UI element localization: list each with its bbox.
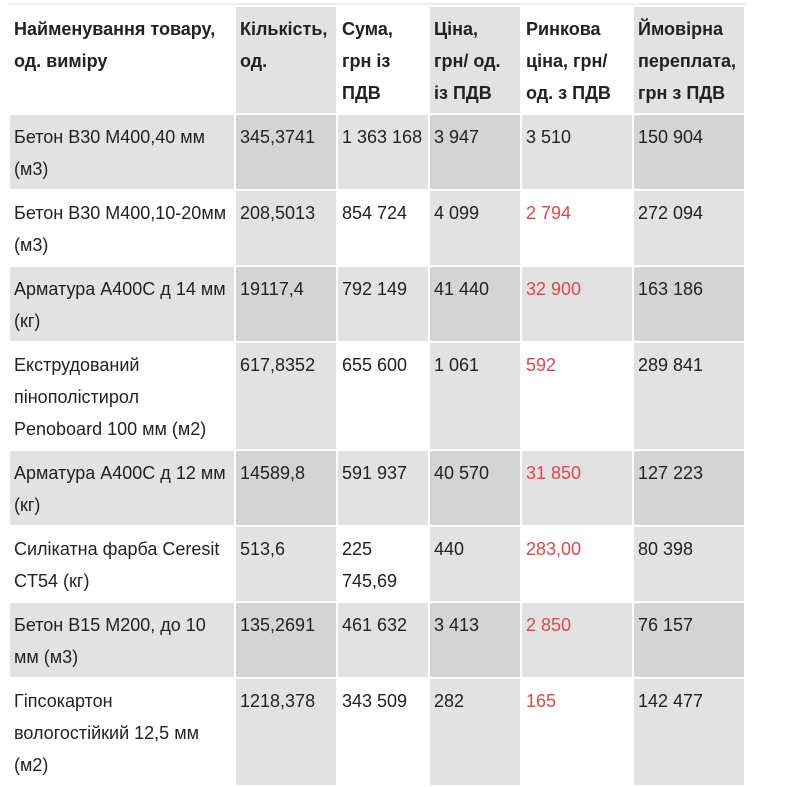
cell-name: Бетон В15 М200, до 10 мм (м3)	[10, 603, 234, 677]
table-row: Бетон В30 М400,10-20мм (м3) 208,5013 854 7…	[10, 191, 744, 265]
cell-name: Арматура А400С д 14 мм (кг)	[10, 267, 234, 341]
cell-market-price: 3 510	[522, 115, 632, 189]
cell-overpayment: 142 477	[634, 679, 744, 785]
table-row: Екструдований пінополістирол Penoboard 1…	[10, 343, 744, 449]
cell-sum: 792 149	[338, 267, 428, 341]
cell-sum: 343 509	[338, 679, 428, 785]
cell-price: 1 061	[430, 343, 520, 449]
header-overpayment: Ймовірна переплата, грн з ПДВ	[634, 7, 744, 113]
cell-sum: 461 632	[338, 603, 428, 677]
header-quantity: Кількість, од.	[236, 7, 336, 113]
header-market-price: Ринкова ціна, грн/ од. з ПДВ	[522, 7, 632, 113]
cell-quantity: 19117,4	[236, 267, 336, 341]
cell-name: Бетон В30 М400,10-20мм (м3)	[10, 191, 234, 265]
cell-sum: 225 745,69	[338, 527, 428, 601]
table-row: Бетон В15 М200, до 10 мм (м3) 135,2691 461…	[10, 603, 744, 677]
cell-name: Бетон В30 М400,40 мм (м3)	[10, 115, 234, 189]
cell-sum: 591 937	[338, 451, 428, 525]
cell-quantity: 617,8352	[236, 343, 336, 449]
cell-sum: 1 363 168	[338, 115, 428, 189]
cell-overpayment: 272 094	[634, 191, 744, 265]
cell-name: Екструдований пінополістирол Penoboard 1…	[10, 343, 234, 449]
cell-market-price: 32 900	[522, 267, 632, 341]
cell-overpayment: 127 223	[634, 451, 744, 525]
cell-market-price: 2 850	[522, 603, 632, 677]
cell-market-price: 31 850	[522, 451, 632, 525]
cell-price: 41 440	[430, 267, 520, 341]
cell-price: 440	[430, 527, 520, 601]
table-row: Арматура А400С д 14 мм (кг) 19117,4 792 14…	[10, 267, 744, 341]
cell-price: 40 570	[430, 451, 520, 525]
cell-quantity: 208,5013	[236, 191, 336, 265]
table-row: Бетон В30 М400,40 мм (м3) 345,3741 1 363 1…	[10, 115, 744, 189]
cell-overpayment: 76 157	[634, 603, 744, 677]
table-row: Гіпсокартон вологостійкий 12,5 мм (м2) 12…	[10, 679, 744, 785]
cell-overpayment: 163 186	[634, 267, 744, 341]
cell-overpayment: 80 398	[634, 527, 744, 601]
cell-overpayment: 150 904	[634, 115, 744, 189]
cell-name: Силікатна фарба Ceresit CT54 (кг)	[10, 527, 234, 601]
cell-market-price: 283,00	[522, 527, 632, 601]
cell-price: 3 947	[430, 115, 520, 189]
cell-sum: 854 724	[338, 191, 428, 265]
header-row: Найменування товару, од. виміру Кількіст…	[10, 7, 744, 113]
cell-price: 282	[430, 679, 520, 785]
table-row: Арматура А400С д 12 мм (кг) 14589,8 591 93…	[10, 451, 744, 525]
cell-quantity: 14589,8	[236, 451, 336, 525]
table-row: Силікатна фарба Ceresit CT54 (кг) 513,6 22…	[10, 527, 744, 601]
cell-name: Арматура А400С д 12 мм (кг)	[10, 451, 234, 525]
cell-market-price: 165	[522, 679, 632, 785]
cell-price: 4 099	[430, 191, 520, 265]
cell-market-price: 592	[522, 343, 632, 449]
header-name: Найменування товару, од. виміру	[10, 7, 234, 113]
cell-price: 3 413	[430, 603, 520, 677]
header-price: Ціна, грн/ од. із ПДВ	[430, 7, 520, 113]
cell-quantity: 135,2691	[236, 603, 336, 677]
header-sum: Сума, грн із ПДВ	[338, 7, 428, 113]
cell-name: Гіпсокартон вологостійкий 12,5 мм (м2)	[10, 679, 234, 785]
overpayment-table: Найменування товару, од. виміру Кількіст…	[8, 3, 746, 787]
cell-quantity: 345,3741	[236, 115, 336, 189]
cell-overpayment: 289 841	[634, 343, 744, 449]
cell-sum: 655 600	[338, 343, 428, 449]
cell-market-price: 2 794	[522, 191, 632, 265]
cell-quantity: 1218,378	[236, 679, 336, 785]
cell-quantity: 513,6	[236, 527, 336, 601]
